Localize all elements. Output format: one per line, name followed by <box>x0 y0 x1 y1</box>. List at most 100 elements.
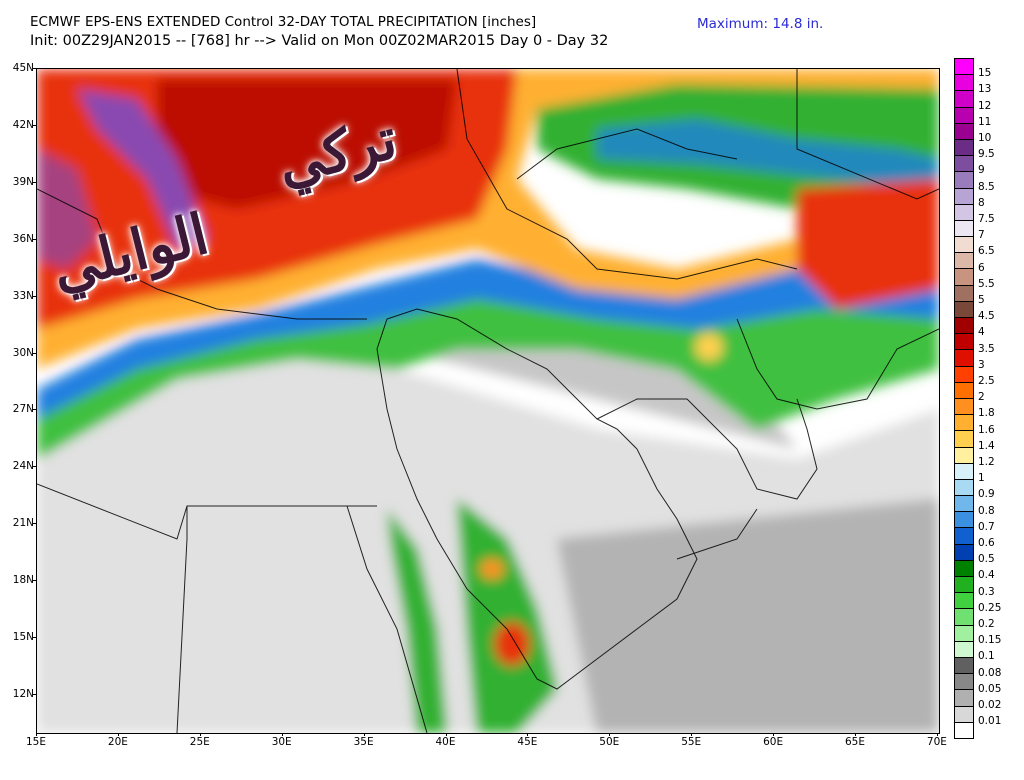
colorbar-level-label: 1.4 <box>978 439 995 452</box>
colorbar-level-label: 5.5 <box>978 277 995 290</box>
lon-label: 50E <box>599 736 620 748</box>
lat-label: 42N <box>12 118 34 131</box>
colorbar-swatch <box>954 156 974 173</box>
colorbar-level-label: 0.9 <box>978 488 995 501</box>
colorbar-level-label: 0.5 <box>978 553 995 566</box>
colorbar-swatch <box>954 706 974 723</box>
colorbar-swatch <box>954 544 974 561</box>
lon-tick <box>36 733 37 736</box>
lon-tick <box>199 733 201 736</box>
lat-label: 39N <box>12 175 34 188</box>
colorbar-level-label: 4 <box>978 326 985 339</box>
colorbar-level-label: 0.1 <box>978 650 995 663</box>
colorbar-level-label: 3.5 <box>978 342 995 355</box>
colorbar-level-label: 0.7 <box>978 520 995 533</box>
colorbar-level-label: 1.6 <box>978 423 995 436</box>
colorbar-swatch <box>954 285 974 302</box>
colorbar-level-label: 13 <box>978 83 992 96</box>
lon-label: 20E <box>107 736 128 748</box>
lat-label: 27N <box>12 403 34 416</box>
colorbar-swatch <box>954 560 974 577</box>
lon-tick <box>445 733 447 736</box>
colorbar-level-label: 0.02 <box>978 699 1002 711</box>
colorbar-level-label: 0.25 <box>978 601 1002 614</box>
colorbar-swatch <box>954 528 974 545</box>
chart-title: ECMWF EPS-ENS EXTENDED Control 32-DAY TO… <box>30 14 537 30</box>
colorbar-swatch <box>954 625 974 642</box>
colorbar-level-label: 8 <box>978 196 985 209</box>
colorbar-swatch <box>954 350 974 367</box>
lon-label: 30E <box>271 736 292 748</box>
colorbar-level-label: 0.2 <box>978 618 995 630</box>
colorbar-level-label: 4.5 <box>978 310 995 323</box>
colorbar-level-label: 6 <box>978 261 985 274</box>
lon-label: 55E <box>681 736 702 748</box>
colorbar-swatch <box>954 431 974 448</box>
colorbar-swatch <box>954 269 974 286</box>
lat-tick <box>33 295 36 297</box>
colorbar-swatch <box>954 609 974 626</box>
colorbar <box>954 58 974 739</box>
colorbar-swatch <box>954 382 974 399</box>
lat-tick <box>33 693 36 695</box>
colorbar-level-label: 12 <box>978 99 992 112</box>
colorbar-swatch <box>954 415 974 432</box>
colorbar-swatch <box>954 172 974 189</box>
lat-label: 24N <box>12 460 34 473</box>
colorbar-swatch <box>954 463 974 480</box>
colorbar-level-label: 0.8 <box>978 504 995 517</box>
maximum-label: Maximum: 14.8 in. <box>697 16 824 32</box>
lat-tick <box>33 409 36 411</box>
colorbar-swatch <box>954 366 974 383</box>
lon-label: 25E <box>189 736 210 748</box>
lat-tick <box>33 637 36 638</box>
lon-tick <box>936 733 938 736</box>
lat-label: 21N <box>12 517 34 530</box>
colorbar-level-label: 7 <box>978 229 985 242</box>
lat-tick <box>33 238 36 240</box>
colorbar-swatch <box>954 107 974 124</box>
lon-label: 40E <box>435 736 456 748</box>
lat-label: 18N <box>12 574 34 587</box>
colorbar-swatch <box>954 641 974 658</box>
colorbar-level-label: 5 <box>978 294 985 306</box>
colorbar-swatch <box>954 75 974 92</box>
lat-label: 15N <box>12 631 34 643</box>
colorbar-swatch <box>954 334 974 351</box>
colorbar-swatch <box>954 318 974 335</box>
colorbar-level-label: 2.5 <box>978 375 995 387</box>
colorbar-swatch <box>954 593 974 610</box>
lon-label: 15E <box>26 736 46 748</box>
lon-label: 70E <box>926 736 947 748</box>
lat-tick <box>33 124 36 126</box>
lat-tick <box>33 523 36 525</box>
lat-tick <box>33 352 36 354</box>
colorbar-swatch <box>954 657 974 675</box>
colorbar-level-label: 0.6 <box>978 537 995 549</box>
colorbar-swatch <box>954 139 974 157</box>
lat-tick <box>33 466 36 468</box>
colorbar-level-label: 2 <box>978 391 985 404</box>
lat-label: 12N <box>12 687 34 700</box>
lat-label: 30N <box>12 346 34 359</box>
lat-label: 45N <box>12 62 34 74</box>
colorbar-level-label: 8.5 <box>978 180 995 193</box>
colorbar-swatch <box>954 204 974 221</box>
colorbar-level-label: 1 <box>978 472 985 485</box>
colorbar-level-label: 0.01 <box>978 715 1002 728</box>
colorbar-level-label: 10 <box>978 132 992 144</box>
colorbar-swatch <box>954 188 974 205</box>
colorbar-swatch <box>954 91 974 108</box>
colorbar-swatch <box>954 253 974 270</box>
colorbar-swatch <box>954 479 974 497</box>
lon-tick <box>527 733 529 736</box>
colorbar-level-label: 3 <box>978 358 985 371</box>
lat-tick <box>33 181 36 183</box>
colorbar-level-label: 0.05 <box>978 682 1002 695</box>
colorbar-swatch <box>954 496 974 513</box>
lon-label: 65E <box>845 736 865 748</box>
lon-tick <box>363 733 365 736</box>
lon-tick <box>855 733 856 736</box>
colorbar-swatch <box>954 674 974 691</box>
colorbar-level-label: 15 <box>978 67 992 80</box>
